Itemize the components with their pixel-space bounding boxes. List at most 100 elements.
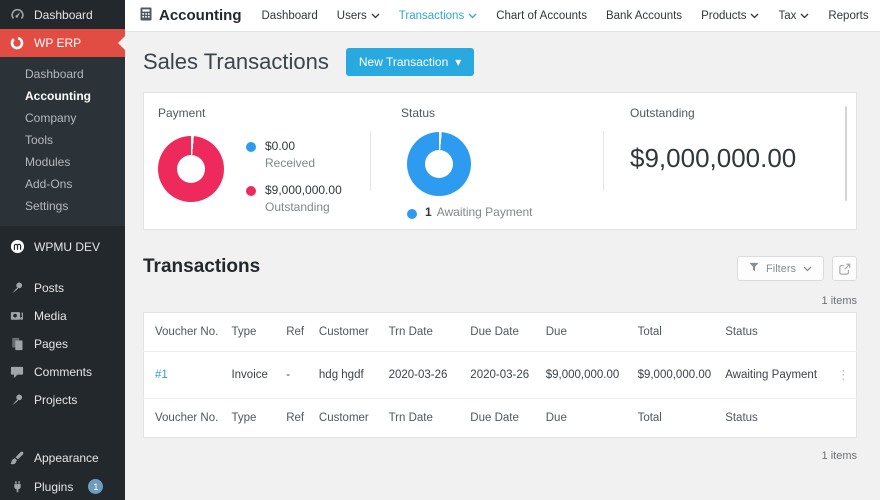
- pages-icon: [9, 337, 25, 351]
- legend-dot-outstanding: [246, 186, 256, 196]
- nav-reports[interactable]: Reports: [828, 10, 868, 22]
- col-total: Total: [637, 412, 662, 424]
- payment-summary: Payment $0.00 Received: [144, 93, 370, 229]
- submenu-item-dashboard[interactable]: Dashboard: [25, 67, 84, 81]
- col-trn-date: Trn Date: [382, 312, 465, 352]
- payment-legend: $0.00 Received $9,000,000.00 Outstanding: [246, 136, 342, 214]
- submenu-item-accounting[interactable]: Accounting: [25, 89, 91, 103]
- items-count-top: 1 items: [821, 295, 857, 307]
- outstanding-amount: $9,000,000.00: [630, 143, 797, 173]
- status-legend: 1 Awaiting Payment: [407, 205, 603, 219]
- submenu-item-company[interactable]: Company: [25, 111, 77, 125]
- sidebar-item-label: Dashboard: [34, 7, 93, 22]
- summary-divider: [603, 131, 604, 191]
- status-label: Status: [401, 106, 436, 120]
- table-row: #1 Invoice - hdg hgdf 2020-03-26 2020-03…: [143, 351, 857, 399]
- submenu-item-add-ons[interactable]: Add-Ons: [25, 177, 73, 191]
- card-scrollbar[interactable]: [845, 106, 847, 201]
- submenu-item-settings[interactable]: Settings: [25, 199, 69, 213]
- nav-dashboard[interactable]: Dashboard: [262, 10, 318, 22]
- dashboard-gauge-icon: [9, 7, 25, 22]
- filters-button[interactable]: Filters: [737, 256, 824, 281]
- new-transaction-label: New Transaction: [358, 55, 449, 69]
- cell-due-date: 2020-03-26: [464, 351, 540, 399]
- nav-label: Bank Accounts: [605, 9, 683, 22]
- dropdown-caret-icon: ▾: [455, 55, 462, 69]
- nav-tax[interactable]: Tax: [778, 10, 809, 22]
- sidebar-item-posts[interactable]: Posts: [0, 274, 125, 302]
- col-voucher-no: Voucher No.: [143, 312, 226, 352]
- nav-label: Products: [701, 9, 747, 22]
- transactions-table: Voucher No. Type Ref Customer Trn Date D…: [143, 312, 857, 438]
- payment-donut-chart[interactable]: [158, 136, 224, 202]
- sidebar-item-wp-erp[interactable]: WP ERP: [0, 29, 125, 57]
- plug-icon: [9, 480, 25, 494]
- nav-chart-of-accounts[interactable]: Chart of Accounts: [496, 10, 587, 22]
- nav-transactions[interactable]: Transactions: [399, 10, 477, 22]
- legend-item-received: $0.00 Received: [246, 139, 342, 170]
- col-type: Type: [225, 312, 281, 352]
- cell-type: Invoice: [225, 351, 281, 399]
- sidebar-item-label: Appearance: [34, 451, 99, 465]
- col-type: Type: [231, 412, 257, 424]
- nav-bank-accounts[interactable]: Bank Accounts: [606, 10, 682, 22]
- content-area: Sales Transactions New Transaction ▾ Paym…: [125, 32, 880, 500]
- nav-label: Transactions: [398, 9, 465, 22]
- plugins-update-badge: 1: [88, 479, 104, 494]
- export-button[interactable]: [832, 256, 857, 281]
- row-menu-ellipsis-icon[interactable]: ⋮: [830, 351, 857, 399]
- awaiting-count: 1: [425, 205, 432, 219]
- pin-icon: [9, 281, 25, 295]
- submenu-item-modules[interactable]: Modules: [25, 155, 71, 169]
- accounting-title: Accounting: [139, 7, 242, 25]
- col-voucher-no: Voucher No.: [155, 412, 219, 424]
- header-row: Voucher No. Type Ref Customer Trn Date D…: [143, 312, 857, 352]
- cell-due: $9,000,000.00: [539, 351, 632, 399]
- col-customer: Customer: [312, 312, 383, 352]
- payment-label: Payment: [158, 106, 206, 120]
- status-donut-chart[interactable]: [407, 132, 471, 196]
- wp-erp-submenu: Dashboard Accounting Company Tools Modul…: [0, 57, 125, 226]
- page-title: Sales Transactions: [143, 49, 329, 74]
- pin-icon: [9, 393, 25, 407]
- accounting-title-label: Accounting: [159, 7, 242, 24]
- outstanding-label: Outstanding: [265, 200, 330, 214]
- page-head: Sales Transactions New Transaction ▾: [143, 46, 857, 78]
- nav-label: Users: [336, 9, 367, 22]
- external-link-icon: [838, 263, 850, 275]
- col-actions: [830, 312, 857, 352]
- nav-products[interactable]: Products: [701, 10, 759, 22]
- sidebar-item-pages[interactable]: Pages: [0, 330, 125, 358]
- col-trn-date: Trn Date: [388, 412, 433, 424]
- transactions-actions: Filters: [737, 256, 857, 281]
- filters-label: Filters: [766, 262, 796, 275]
- nav-label: Chart of Accounts: [496, 9, 587, 22]
- sidebar-item-comments[interactable]: Comments: [0, 358, 125, 386]
- sidebar-item-projects[interactable]: Projects: [0, 386, 125, 414]
- submenu-item-tools[interactable]: Tools: [25, 133, 54, 147]
- cell-trn-date: 2020-03-26: [382, 351, 465, 399]
- comment-bubble-icon: [9, 366, 25, 379]
- col-due: Due: [539, 312, 632, 352]
- main-area: Accounting Dashboard Users Transactions …: [125, 0, 880, 500]
- sidebar-separator: [0, 263, 125, 274]
- sidebar-item-label: Pages: [34, 337, 69, 351]
- nav-users[interactable]: Users: [337, 10, 380, 22]
- sidebar-item-dashboard[interactable]: Dashboard: [0, 0, 125, 29]
- sidebar-item-wpmu-dev[interactable]: WPMU DEV: [0, 230, 125, 263]
- legend-dot-received: [246, 142, 256, 152]
- sidebar-item-plugins[interactable]: Plugins 1: [0, 472, 125, 500]
- sidebar-item-appearance[interactable]: Appearance: [0, 444, 125, 472]
- items-count-bottom: 1 items: [821, 450, 857, 462]
- col-actions: [831, 399, 857, 438]
- cell-status: Awaiting Payment: [719, 351, 831, 399]
- new-transaction-button[interactable]: New Transaction ▾: [345, 48, 475, 76]
- cell-customer: hdg hgdf: [312, 351, 383, 399]
- wp-erp-logo-icon: [9, 36, 25, 50]
- sidebar-item-media[interactable]: Media: [0, 302, 125, 330]
- col-customer: Customer: [318, 412, 369, 424]
- col-status: Status: [725, 412, 758, 424]
- voucher-link[interactable]: #1: [155, 369, 168, 381]
- media-icon: [9, 309, 25, 323]
